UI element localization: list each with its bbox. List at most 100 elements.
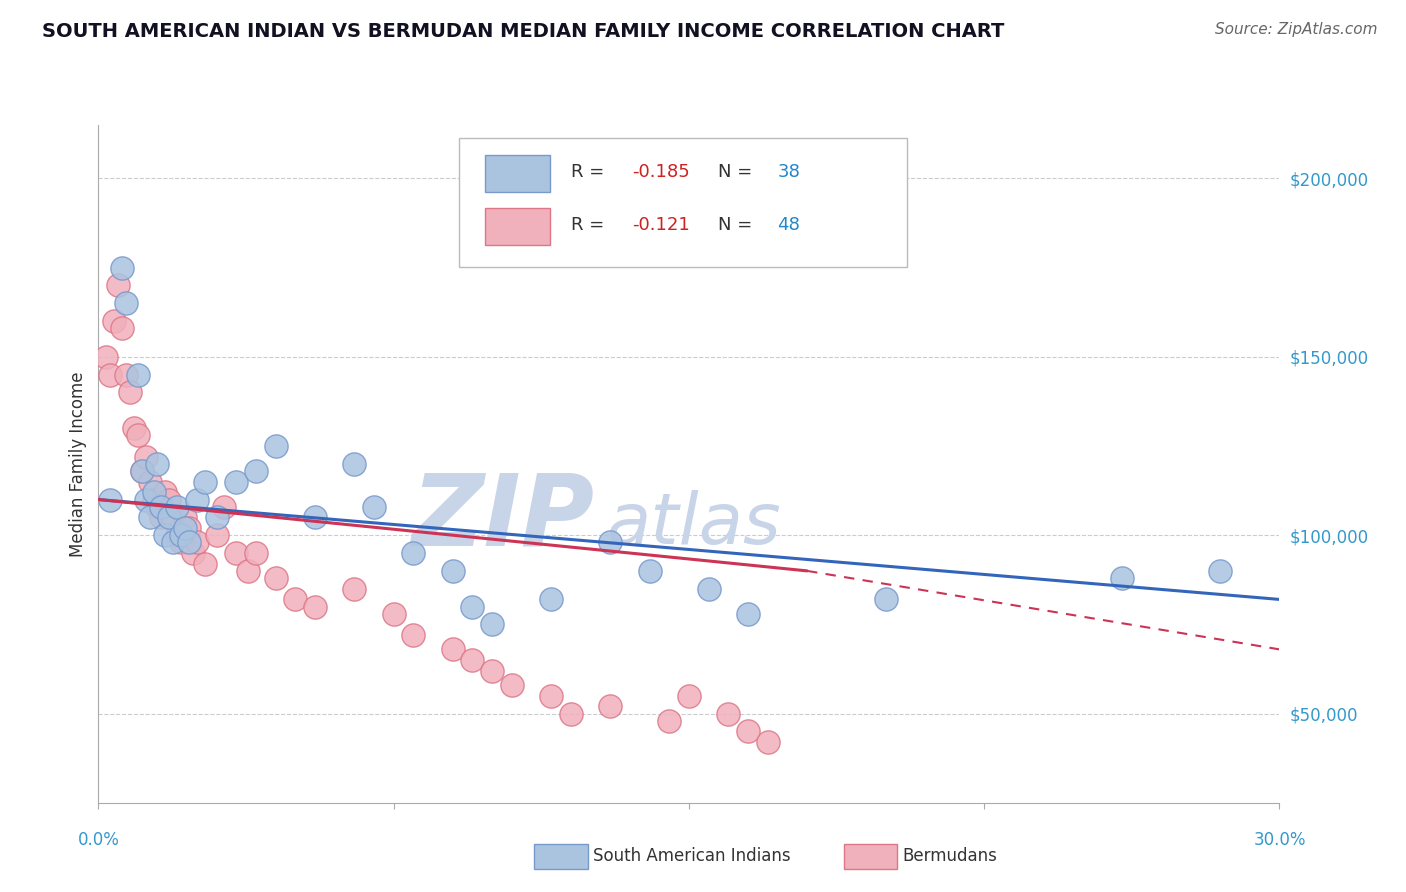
- Text: Bermudans: Bermudans: [903, 847, 997, 865]
- Point: [131, 464, 153, 478]
- Point: [177, 521, 200, 535]
- Text: 38: 38: [778, 162, 800, 181]
- Point: [166, 528, 188, 542]
- Text: atlas: atlas: [606, 491, 780, 559]
- Point: [186, 535, 208, 549]
- Point: [540, 592, 562, 607]
- Point: [756, 735, 779, 749]
- Point: [194, 475, 217, 489]
- Point: [146, 457, 169, 471]
- Point: [150, 510, 173, 524]
- Point: [155, 528, 177, 542]
- Point: [638, 564, 661, 578]
- Point: [1111, 571, 1133, 585]
- Point: [481, 617, 503, 632]
- Point: [103, 314, 125, 328]
- Point: [118, 385, 141, 400]
- Point: [205, 510, 228, 524]
- Text: ZIP: ZIP: [412, 469, 595, 566]
- Point: [135, 492, 157, 507]
- Point: [115, 368, 138, 382]
- Point: [162, 510, 184, 524]
- Point: [402, 628, 425, 642]
- Point: [343, 457, 366, 471]
- Point: [737, 607, 759, 621]
- Point: [181, 546, 204, 560]
- Point: [875, 592, 897, 607]
- Point: [150, 500, 173, 514]
- Point: [343, 582, 366, 596]
- Point: [174, 521, 197, 535]
- Point: [214, 500, 236, 514]
- Point: [236, 564, 259, 578]
- Point: [304, 510, 326, 524]
- Point: [264, 439, 287, 453]
- Text: 30.0%: 30.0%: [1253, 831, 1306, 849]
- Point: [264, 571, 287, 585]
- Text: -0.121: -0.121: [633, 216, 690, 234]
- Text: R =: R =: [571, 216, 610, 234]
- Point: [658, 714, 681, 728]
- Point: [461, 653, 484, 667]
- Point: [225, 475, 247, 489]
- Text: South American Indians: South American Indians: [593, 847, 792, 865]
- Point: [98, 368, 121, 382]
- Text: Source: ZipAtlas.com: Source: ZipAtlas.com: [1215, 22, 1378, 37]
- Point: [205, 528, 228, 542]
- Point: [138, 510, 160, 524]
- FancyBboxPatch shape: [485, 154, 550, 192]
- Point: [363, 500, 385, 514]
- Point: [131, 464, 153, 478]
- Point: [162, 535, 184, 549]
- Text: -0.185: -0.185: [633, 162, 690, 181]
- Point: [402, 546, 425, 560]
- Point: [122, 421, 145, 435]
- Point: [174, 510, 197, 524]
- Point: [678, 689, 700, 703]
- Text: R =: R =: [571, 162, 610, 181]
- Point: [194, 557, 217, 571]
- Point: [142, 485, 165, 500]
- Point: [186, 492, 208, 507]
- Point: [1209, 564, 1232, 578]
- Point: [166, 500, 188, 514]
- Point: [107, 278, 129, 293]
- Text: N =: N =: [718, 162, 758, 181]
- Point: [737, 724, 759, 739]
- Text: 48: 48: [778, 216, 800, 234]
- Point: [245, 546, 267, 560]
- Point: [157, 492, 180, 507]
- Point: [461, 599, 484, 614]
- Point: [304, 599, 326, 614]
- Point: [382, 607, 405, 621]
- Point: [177, 535, 200, 549]
- Point: [155, 485, 177, 500]
- Y-axis label: Median Family Income: Median Family Income: [69, 371, 87, 557]
- Point: [111, 321, 134, 335]
- Point: [697, 582, 720, 596]
- Point: [245, 464, 267, 478]
- Text: 0.0%: 0.0%: [77, 831, 120, 849]
- Point: [441, 564, 464, 578]
- Text: SOUTH AMERICAN INDIAN VS BERMUDAN MEDIAN FAMILY INCOME CORRELATION CHART: SOUTH AMERICAN INDIAN VS BERMUDAN MEDIAN…: [42, 22, 1004, 41]
- Point: [127, 428, 149, 442]
- Point: [146, 500, 169, 514]
- FancyBboxPatch shape: [485, 208, 550, 245]
- Point: [170, 535, 193, 549]
- Point: [96, 350, 118, 364]
- Point: [717, 706, 740, 721]
- Point: [138, 475, 160, 489]
- Point: [501, 678, 523, 692]
- Point: [481, 664, 503, 678]
- Point: [111, 260, 134, 275]
- FancyBboxPatch shape: [458, 138, 907, 268]
- Point: [225, 546, 247, 560]
- Point: [170, 528, 193, 542]
- Point: [560, 706, 582, 721]
- Point: [157, 510, 180, 524]
- Text: N =: N =: [718, 216, 758, 234]
- Point: [540, 689, 562, 703]
- Point: [115, 296, 138, 310]
- Point: [284, 592, 307, 607]
- Point: [127, 368, 149, 382]
